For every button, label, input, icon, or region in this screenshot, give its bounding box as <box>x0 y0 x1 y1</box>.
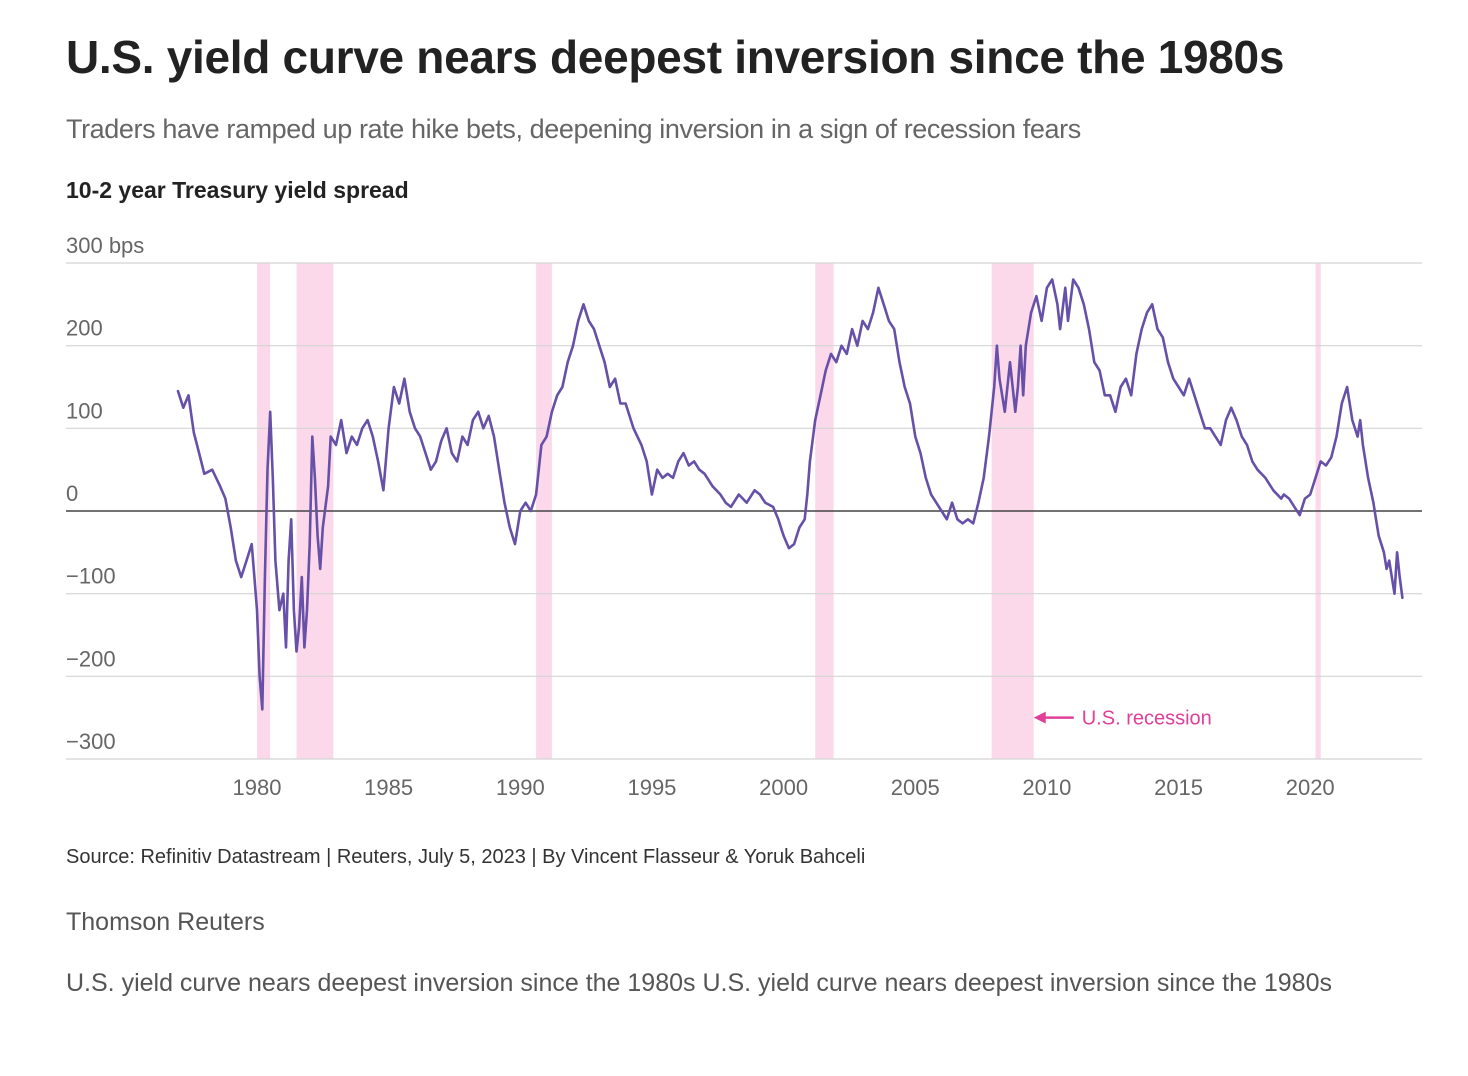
y-tick-label: 100 <box>66 398 103 423</box>
annotation-label: U.S. recession <box>1082 708 1212 730</box>
chart-label: 10-2 year Treasury yield spread <box>66 177 409 203</box>
x-tick-label: 2010 <box>1022 775 1071 800</box>
y-axis-ticks: 300 bps 200 100 0 −100 −200 −300 <box>66 233 144 754</box>
chart-title: U.S. yield curve nears deepest inversion… <box>66 31 1285 83</box>
arrow-left-icon <box>1033 711 1046 724</box>
y-tick-label: 0 <box>66 481 78 506</box>
gridlines <box>66 262 1422 760</box>
y-tick-label: −100 <box>66 564 116 589</box>
series-layer <box>176 278 1404 711</box>
y-tick-label: 300 bps <box>66 233 144 258</box>
x-tick-label: 1980 <box>233 775 282 800</box>
x-tick-label: 2015 <box>1154 775 1203 800</box>
y-tick-label: −300 <box>66 729 116 754</box>
x-tick-label: 2020 <box>1286 775 1335 800</box>
x-tick-label: 1985 <box>364 775 413 800</box>
recession-annotation: U.S. recession <box>1033 708 1212 730</box>
image-caption: U.S. yield curve nears deepest inversion… <box>66 969 1332 997</box>
source-note: Source: Refinitiv Datastream | Reuters, … <box>66 846 866 868</box>
spread-series-line <box>176 278 1404 711</box>
x-tick-label: 2000 <box>759 775 808 800</box>
y-tick-label: 200 <box>66 316 103 341</box>
x-axis-ticks: 1980 1985 1990 1995 2000 2005 2010 2015 2020 <box>233 775 1335 800</box>
x-tick-label: 1990 <box>496 775 545 800</box>
y-tick-label: −200 <box>66 646 116 671</box>
organization: Thomson Reuters <box>66 908 265 936</box>
x-tick-label: 2005 <box>891 775 940 800</box>
x-tick-label: 1995 <box>627 775 676 800</box>
chart-subtitle: Traders have ramped up rate hike bets, d… <box>66 114 1081 144</box>
